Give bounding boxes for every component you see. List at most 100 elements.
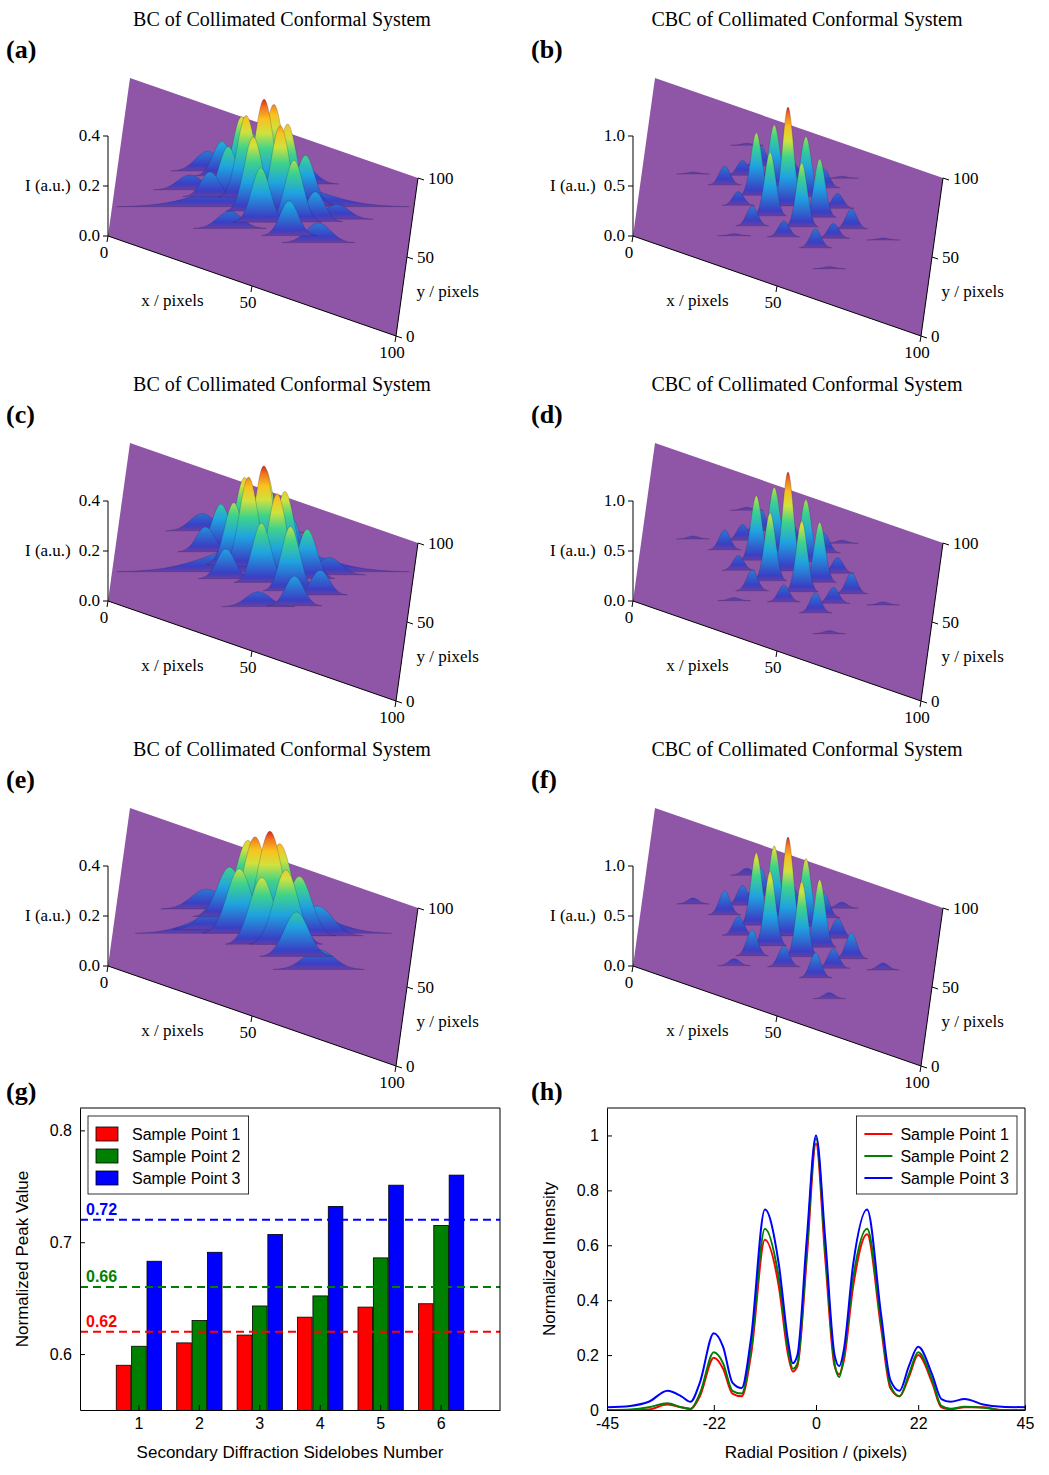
tick-mark bbox=[103, 186, 108, 187]
tick: 1 bbox=[590, 1127, 612, 1144]
panel-title: CBC of Collimated Conformal System bbox=[651, 373, 963, 396]
tick-label: 0 bbox=[100, 608, 109, 627]
peak bbox=[867, 602, 900, 605]
tick-mark bbox=[628, 501, 633, 502]
tick-mark bbox=[632, 236, 633, 242]
peak bbox=[754, 871, 787, 945]
z-axis: 0.00.20.4I (a.u.) bbox=[25, 491, 108, 610]
tick-mark bbox=[932, 257, 938, 259]
tick-mark bbox=[628, 236, 633, 237]
tick-mark bbox=[80, 1130, 85, 1131]
tick: 0 bbox=[812, 1405, 821, 1432]
peak bbox=[785, 521, 818, 592]
tick-mark bbox=[607, 1135, 612, 1136]
tick-mark bbox=[80, 1242, 85, 1243]
legend-box bbox=[856, 1116, 1017, 1194]
line-chart: (h)-45-220224500.20.40.60.81Radial Posit… bbox=[531, 1077, 1035, 1462]
axis-title: y / pixels bbox=[942, 647, 1004, 666]
legend-swatch bbox=[864, 1133, 892, 1135]
tick-mark bbox=[103, 551, 108, 552]
panel-title: BC of Collimated Conformal System bbox=[133, 8, 431, 31]
tick-mark bbox=[395, 701, 396, 707]
x-axis: 050100x / pixels bbox=[625, 236, 930, 362]
peak bbox=[813, 631, 846, 634]
tick-label: 50 bbox=[417, 978, 434, 997]
tick-label: 50 bbox=[765, 658, 782, 677]
tick-label: 5 bbox=[376, 1415, 385, 1432]
tick-label: 0.5 bbox=[604, 906, 625, 925]
tick-label: 0 bbox=[406, 1057, 415, 1076]
surface-panel: BC of Collimated Conformal System(c)0501… bbox=[6, 373, 479, 727]
tick-label: 0 bbox=[931, 1057, 940, 1076]
y-axis: 050100y / pixels bbox=[396, 534, 479, 711]
axis-title: I (a.u.) bbox=[25, 906, 71, 925]
peak bbox=[767, 585, 800, 602]
tick-mark bbox=[259, 1405, 260, 1410]
y-axis: 050100y / pixels bbox=[921, 169, 1004, 346]
axis-title: x / pixels bbox=[141, 656, 203, 675]
surface-panel: BC of Collimated Conformal System(e)0501… bbox=[6, 738, 479, 1092]
tick-label: 0.0 bbox=[604, 226, 625, 245]
tick-mark bbox=[607, 1190, 612, 1191]
axis-line bbox=[81, 1410, 501, 1411]
surface-panel: CBC of Collimated Conformal System(f)050… bbox=[531, 738, 1004, 1092]
tick: 0 bbox=[590, 1402, 612, 1419]
axis: 0.60.70.8 bbox=[50, 1109, 85, 1411]
z-axis: 0.00.51.0I (a.u.) bbox=[550, 126, 633, 245]
tick-label: 100 bbox=[904, 708, 930, 727]
peak bbox=[835, 209, 868, 229]
tick-label: 0.0 bbox=[79, 226, 100, 245]
tick-label: 0.0 bbox=[79, 956, 100, 975]
plot-area bbox=[135, 831, 391, 969]
floor bbox=[108, 808, 418, 1066]
tick-label: 0 bbox=[406, 692, 415, 711]
panel-label: (g) bbox=[6, 1077, 36, 1106]
tick-mark bbox=[943, 543, 949, 545]
tick-label: 2 bbox=[195, 1415, 204, 1432]
frame bbox=[500, 1108, 501, 1410]
peak bbox=[867, 963, 900, 970]
tick-mark bbox=[418, 178, 424, 180]
legend-label: Sample Point 2 bbox=[900, 1148, 1009, 1165]
axis-line bbox=[921, 908, 943, 1066]
plot-area bbox=[117, 99, 410, 242]
tick: 0.2 bbox=[577, 1347, 612, 1364]
tick-mark bbox=[395, 1066, 396, 1072]
tick-label: 0 bbox=[931, 327, 940, 346]
y-axis: 050100y / pixels bbox=[396, 899, 479, 1076]
tick-label: 100 bbox=[904, 1073, 930, 1092]
tick-mark bbox=[628, 966, 633, 967]
axis: 123456 bbox=[81, 1405, 501, 1432]
frame bbox=[1025, 1108, 1026, 1410]
tick-mark bbox=[628, 866, 633, 867]
peak bbox=[767, 946, 800, 967]
tick-label: 1.0 bbox=[604, 126, 625, 145]
tick: 0.6 bbox=[50, 1346, 85, 1363]
y-axis: 050100y / pixels bbox=[921, 899, 1004, 1076]
tick-mark bbox=[932, 987, 938, 989]
tick-mark bbox=[199, 1405, 200, 1410]
axis-line bbox=[108, 966, 396, 1066]
tick-label: 0 bbox=[812, 1415, 821, 1432]
legend-label: Sample Point 2 bbox=[132, 1148, 241, 1165]
tick-mark bbox=[632, 601, 633, 607]
panel-label: (b) bbox=[531, 35, 563, 64]
reference-label: 0.62 bbox=[86, 1313, 117, 1330]
tick: 0.6 bbox=[577, 1237, 612, 1254]
tick-mark bbox=[943, 908, 949, 910]
floor bbox=[633, 808, 943, 1066]
peak bbox=[718, 959, 751, 966]
axis-title: Secondary Diffraction Sidelobes Number bbox=[137, 1443, 444, 1462]
tick-label: 50 bbox=[417, 613, 434, 632]
tick-mark bbox=[407, 257, 413, 259]
tick-mark bbox=[138, 1405, 139, 1410]
tick-label: 0.4 bbox=[577, 1292, 599, 1309]
axis-title: I (a.u.) bbox=[550, 176, 596, 195]
tick-mark bbox=[776, 651, 777, 657]
x-axis: 050100x / pixels bbox=[100, 236, 405, 362]
tick-label: 0 bbox=[625, 243, 634, 262]
tick-mark bbox=[920, 1066, 921, 1072]
tick-mark bbox=[628, 601, 633, 602]
tick-mark bbox=[607, 1245, 612, 1246]
frame bbox=[607, 1108, 1025, 1109]
